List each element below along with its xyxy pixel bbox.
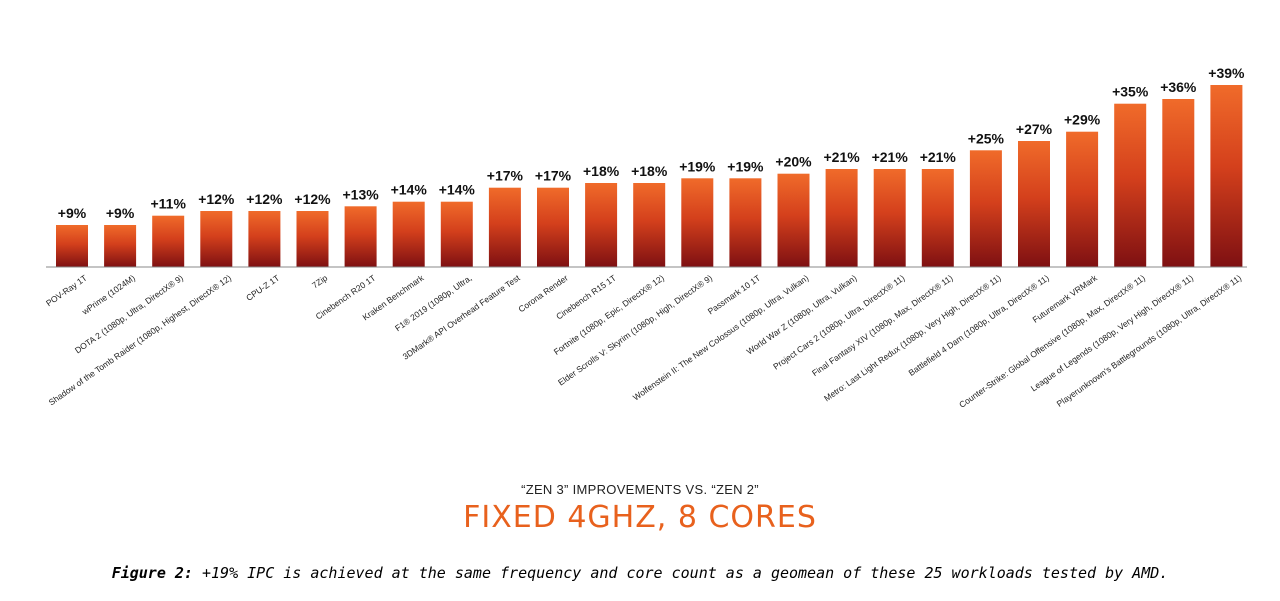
data-label: +13% xyxy=(342,186,379,202)
data-label: +25% xyxy=(968,130,1005,146)
bar xyxy=(344,206,377,267)
bar-chart: +9%POV-Ray 1T+9%wPrime (1024M)+11%DOTA 2… xyxy=(44,65,1247,410)
bar xyxy=(537,187,569,267)
bar xyxy=(440,201,473,267)
bar xyxy=(104,225,137,267)
data-label: +27% xyxy=(1016,121,1053,137)
data-label: +12% xyxy=(294,191,331,207)
x-tick-label: Playerunknown's Battlegrounds (1080p, Ul… xyxy=(1055,273,1244,409)
data-label: +19% xyxy=(679,158,716,174)
bar xyxy=(296,211,329,267)
data-label: +36% xyxy=(1160,79,1197,95)
data-label: +9% xyxy=(106,205,135,221)
data-label: +17% xyxy=(487,168,524,184)
data-label: +21% xyxy=(920,149,957,165)
data-label: +35% xyxy=(1112,84,1149,100)
data-label: +11% xyxy=(150,196,186,212)
data-label: +39% xyxy=(1208,65,1245,81)
bar xyxy=(392,201,425,267)
bar xyxy=(200,211,233,267)
figure-caption-text: +19% IPC is achieved at the same frequen… xyxy=(192,564,1169,582)
bar xyxy=(56,225,88,267)
data-label: +18% xyxy=(583,163,620,179)
figure-caption-label: Figure 2: xyxy=(111,564,193,582)
data-label: +14% xyxy=(439,182,476,198)
data-label: +14% xyxy=(391,182,428,198)
bar xyxy=(1018,141,1050,267)
bar xyxy=(1114,103,1147,267)
x-tick-label: CPU-Z 1T xyxy=(244,273,281,303)
bar xyxy=(825,169,858,267)
x-tick-label: Shadow of the Tomb Raider (1080p, Highes… xyxy=(47,273,234,408)
chart-subtitle: “ZEN 3” IMPROVEMENTS VS. “ZEN 2” xyxy=(521,482,759,497)
x-tick-label: Wolfenstein II: The New Colossus (1080p,… xyxy=(631,273,811,403)
bar xyxy=(1066,131,1099,267)
bar xyxy=(585,183,618,267)
data-label: +21% xyxy=(872,149,909,165)
bar xyxy=(969,150,1002,267)
data-label: +20% xyxy=(775,154,812,170)
x-tick-label: 7Zip xyxy=(310,273,330,291)
data-label: +18% xyxy=(631,163,668,179)
x-tick-label: POV-Ray 1T xyxy=(44,273,89,309)
data-label: +12% xyxy=(198,191,235,207)
bar xyxy=(633,183,666,267)
bar xyxy=(873,169,906,267)
data-label: +12% xyxy=(246,191,283,207)
data-label: +29% xyxy=(1064,112,1101,128)
bar xyxy=(1162,99,1195,267)
bar xyxy=(729,178,762,267)
data-label: +17% xyxy=(535,168,572,184)
bar xyxy=(488,187,521,267)
x-tick-label: Metro: Last Light Redux (1080p, Very Hig… xyxy=(822,273,1003,404)
data-label: +19% xyxy=(727,158,764,174)
data-label: +9% xyxy=(58,205,87,221)
bar xyxy=(921,169,954,267)
bar xyxy=(777,173,810,267)
bar xyxy=(1210,85,1243,267)
bar xyxy=(152,215,185,267)
chart-title: FIXED 4GHZ, 8 CORES xyxy=(463,500,817,535)
data-label: +21% xyxy=(823,149,860,165)
figure-caption: Figure 2: +19% IPC is achieved at the sa… xyxy=(0,564,1280,582)
bar xyxy=(248,211,281,267)
bar xyxy=(681,178,714,267)
x-tick-label: Counter-Strike: Global Offensive (1080p,… xyxy=(957,273,1147,410)
